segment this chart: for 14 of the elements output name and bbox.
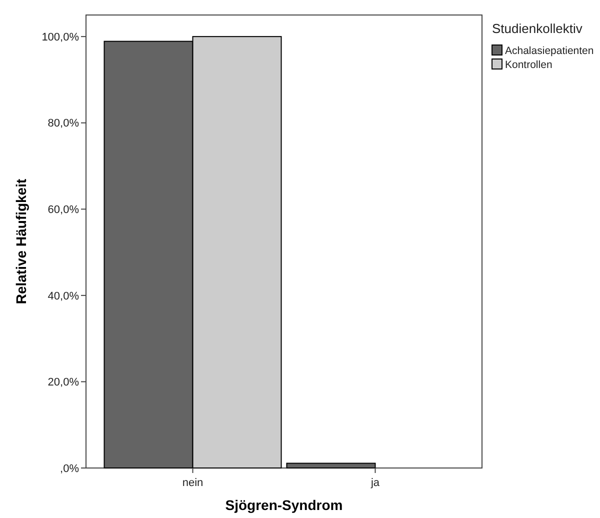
- legend-title: Studienkollektiv: [492, 21, 583, 36]
- y-tick-label: 40,0%: [48, 290, 80, 302]
- x-tick-label: nein: [182, 477, 204, 489]
- y-tick-label: 20,0%: [48, 376, 80, 389]
- legend-label: Kontrollen: [505, 59, 552, 71]
- x-axis-title: Sjögren-Syndrom: [225, 497, 343, 513]
- bar: [286, 462, 376, 468]
- y-tick-label: ,0%: [60, 462, 80, 475]
- y-axis-title: Relative Häufigkeit: [13, 178, 29, 304]
- x-tick-label: ja: [370, 477, 380, 489]
- y-tick-label: 60,0%: [48, 204, 80, 216]
- legend-label: Achalasiepatienten: [505, 45, 594, 57]
- y-tick-label: 80,0%: [48, 118, 80, 130]
- y-tick-label: 100,0%: [42, 31, 80, 44]
